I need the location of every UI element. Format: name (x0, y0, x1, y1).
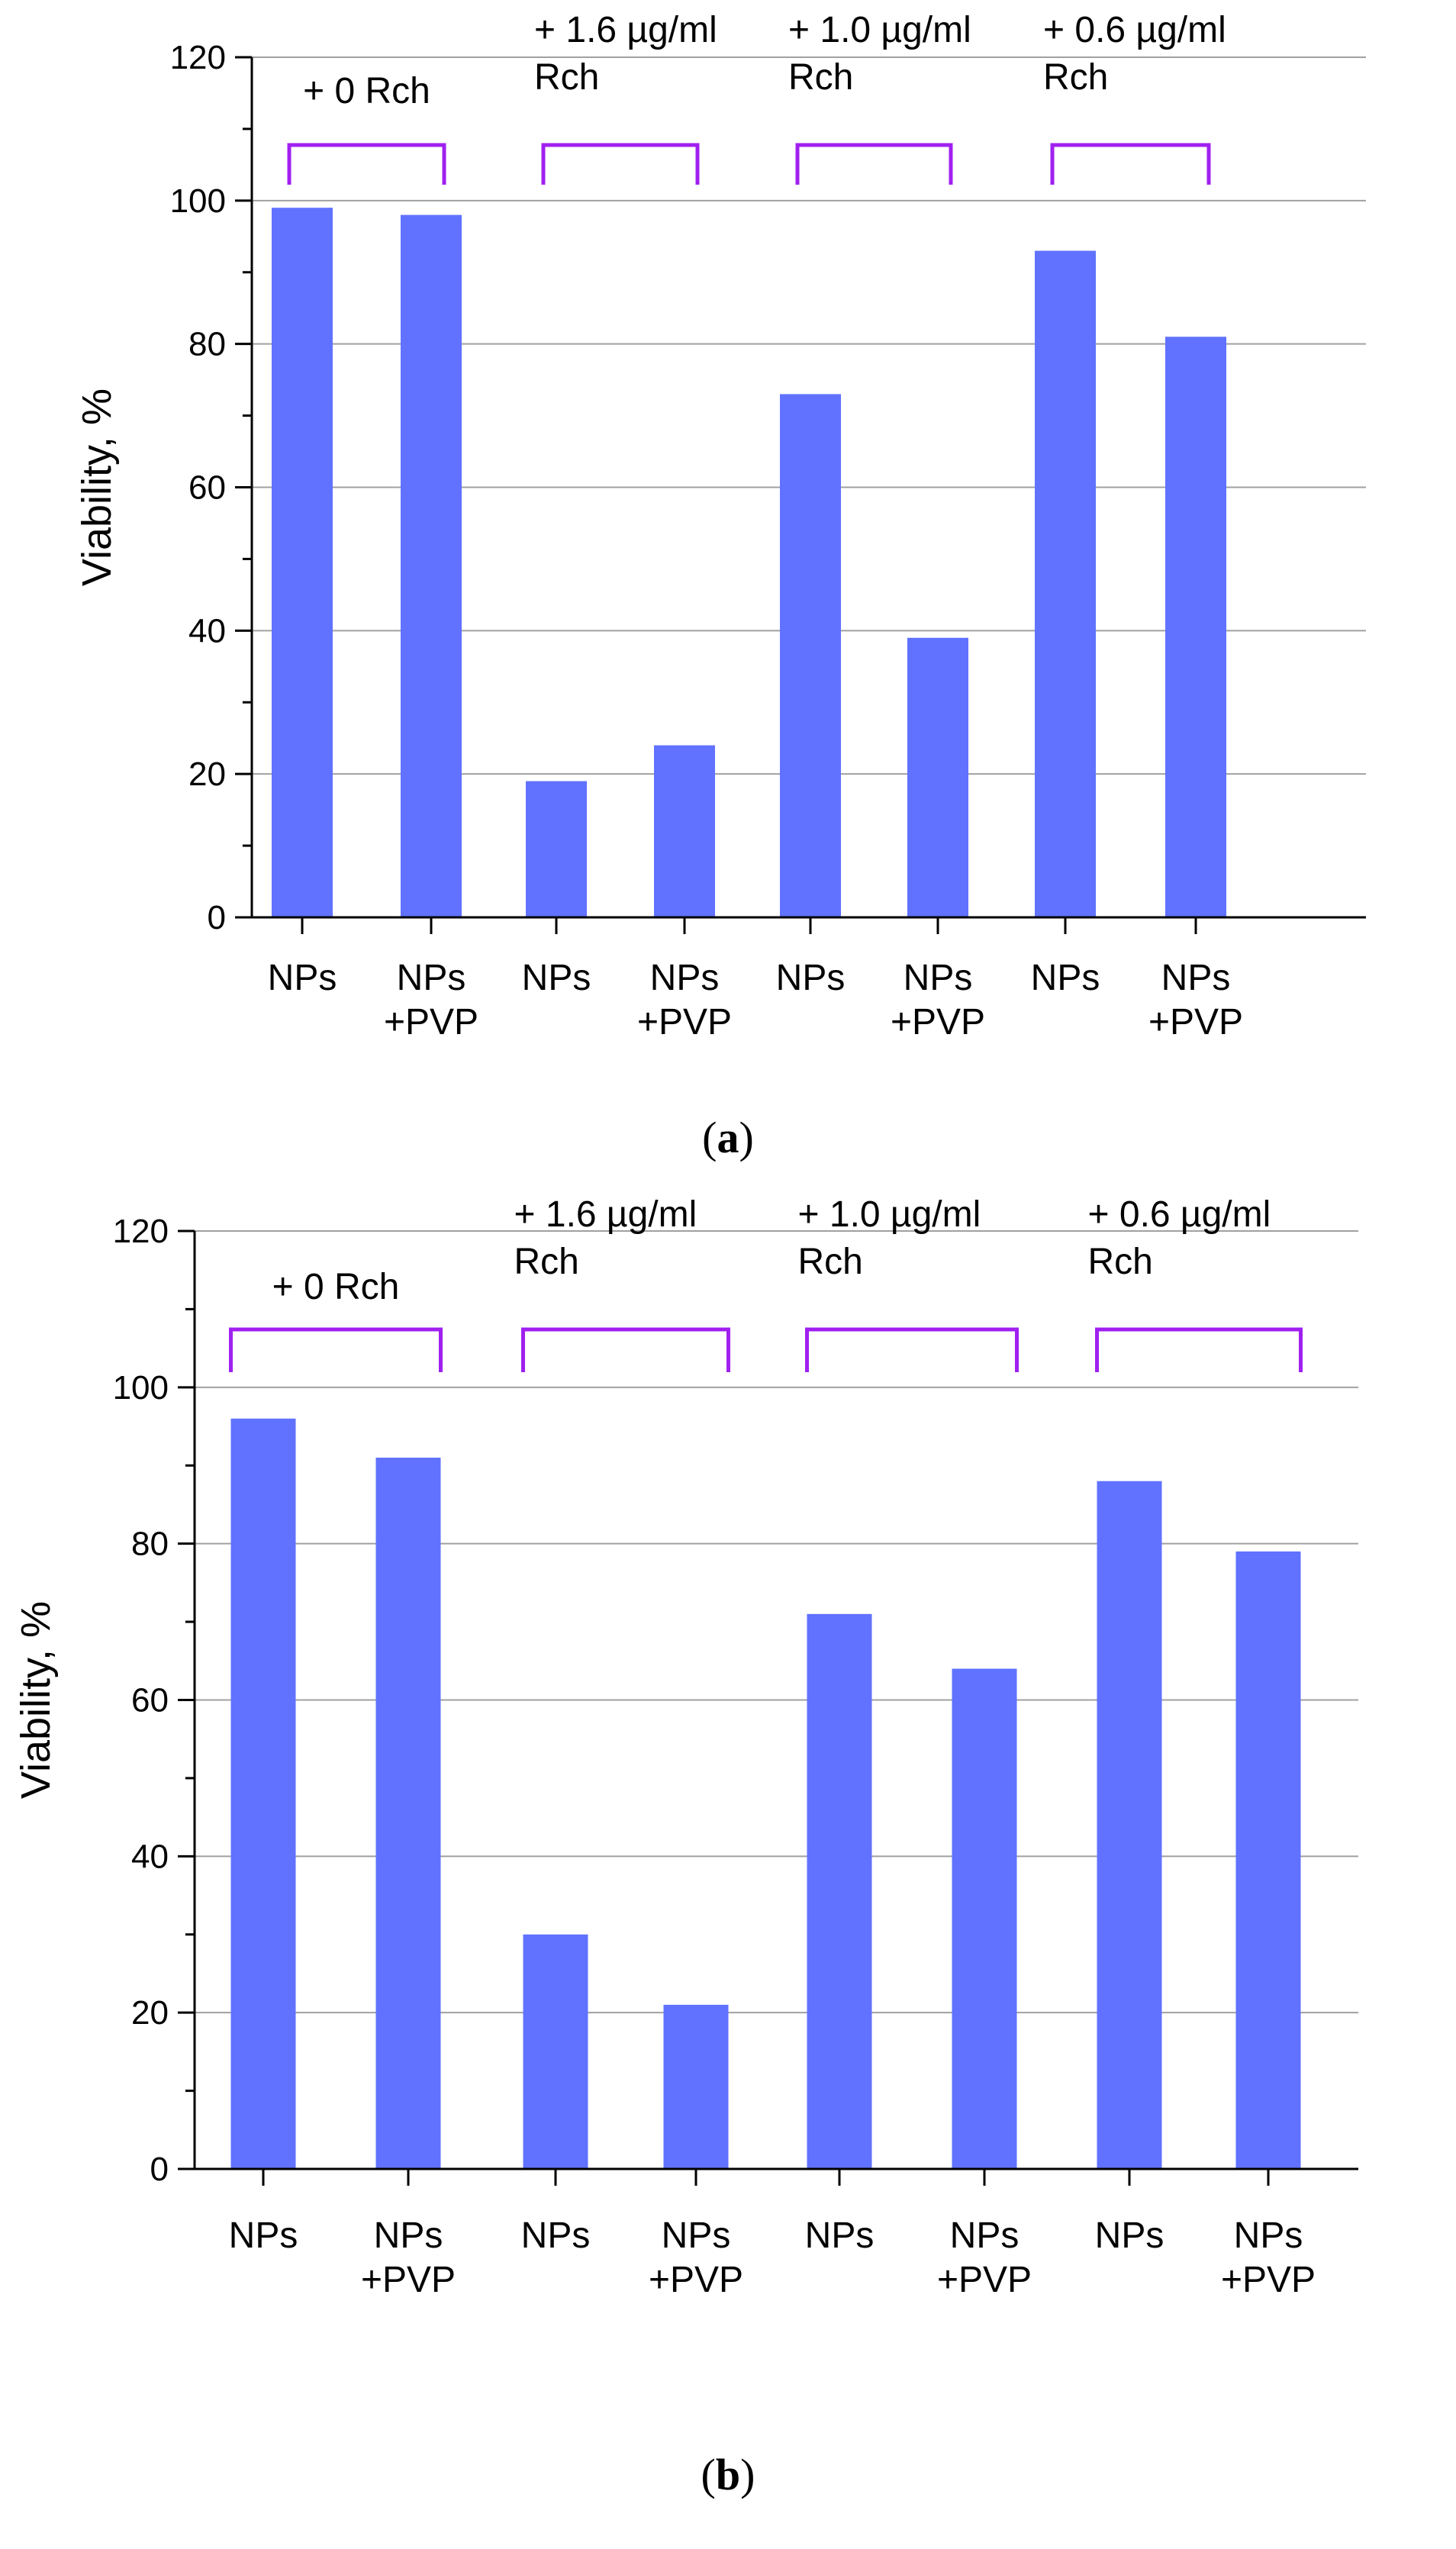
y-tick-label: 0 (150, 2151, 169, 2188)
group-bracket (287, 143, 446, 185)
y-axis-title: Viability, % (74, 388, 120, 586)
bar-b-5 (807, 1613, 872, 2169)
group-label: + 0.6 µg/ml Rch (1088, 1194, 1271, 1282)
category-label: NPs +PVP (637, 958, 732, 1042)
category-label: NPs (521, 2215, 591, 2256)
group-label: + 0 Rch (272, 1267, 400, 1307)
category-label: NPs (776, 958, 846, 998)
bar-b-7 (1097, 1481, 1162, 2169)
category-label: NPs +PVP (1221, 2215, 1316, 2300)
panel-label: (a) (702, 1113, 754, 1162)
y-tick-label: 120 (113, 1213, 169, 1250)
group-label: + 1.0 µg/ml Rch (798, 1194, 981, 1282)
bar-b-6 (952, 1668, 1017, 2169)
y-tick-label: 80 (188, 326, 226, 363)
bar-a-8 (1165, 337, 1226, 917)
group-bracket (805, 1327, 1019, 1372)
chart-panel-b: 0 20 40 60 80 100 120 NPs NPs +PVP NPs NPs +PVP NPs NP… (13, 1194, 1358, 2499)
bar-b-1 (230, 1418, 296, 2169)
bar-a-6 (907, 637, 968, 917)
group-label: + 0 Rch (303, 71, 430, 111)
group-bracket (1095, 1327, 1303, 1372)
group-bracket (229, 1327, 443, 1372)
group-label: + 1.0 µg/ml Rch (788, 10, 971, 98)
y-tick-label: 60 (131, 1682, 169, 1719)
y-tick-label: 20 (131, 1994, 169, 2032)
bar-a-7 (1035, 250, 1096, 917)
group-label: + 1.6 µg/ml Rch (514, 1194, 697, 1282)
category-label: NPs +PVP (361, 2215, 456, 2300)
y-tick-label: 20 (188, 756, 226, 793)
bar-b-8 (1235, 1551, 1301, 2169)
category-label: NPs (268, 958, 337, 998)
bar-a-5 (780, 394, 841, 917)
y-tick-label: 60 (188, 469, 226, 507)
category-label: NPs (805, 2215, 875, 2256)
chart-panel-a: 0 20 40 60 80 100 120 NPs NPs +PVP NPs NPs +PVP NPs NP… (74, 10, 1366, 1162)
bar-a-2 (401, 214, 462, 917)
category-label: NPs +PVP (649, 2215, 743, 2300)
y-axis-title: Viability, % (13, 1601, 59, 1799)
panel-label: (b) (701, 2450, 755, 2499)
y-tick-label: 40 (188, 612, 226, 649)
group-bracket (1050, 143, 1211, 185)
category-label: NPs +PVP (384, 958, 478, 1042)
category-label: NPs (1095, 2215, 1164, 2256)
group-label: + 0.6 µg/ml Rch (1043, 10, 1226, 98)
bar-b-2 (375, 1458, 441, 2169)
y-tick-label: 80 (131, 1526, 169, 1563)
bar-a-3 (526, 781, 587, 917)
y-tick-label: 0 (208, 899, 226, 936)
y-tick-label: 120 (170, 39, 226, 76)
group-bracket (521, 1327, 730, 1372)
bar-b-4 (663, 2004, 729, 2169)
y-tick-label: 40 (131, 1838, 169, 1875)
bar-a-4 (654, 745, 715, 917)
category-label: NPs +PVP (891, 958, 985, 1042)
y-tick-label: 100 (113, 1369, 169, 1407)
bar-a-1 (272, 208, 333, 918)
category-label: NPs (1031, 958, 1100, 998)
category-label: NPs (522, 958, 591, 998)
group-bracket (541, 143, 700, 185)
bar-b-3 (523, 1934, 588, 2169)
category-label: NPs +PVP (937, 2215, 1032, 2300)
y-tick-label: 100 (170, 182, 226, 220)
group-bracket (795, 143, 953, 185)
group-label: + 1.6 µg/ml Rch (534, 10, 717, 98)
category-label: NPs (229, 2215, 298, 2256)
category-label: NPs +PVP (1148, 958, 1243, 1042)
